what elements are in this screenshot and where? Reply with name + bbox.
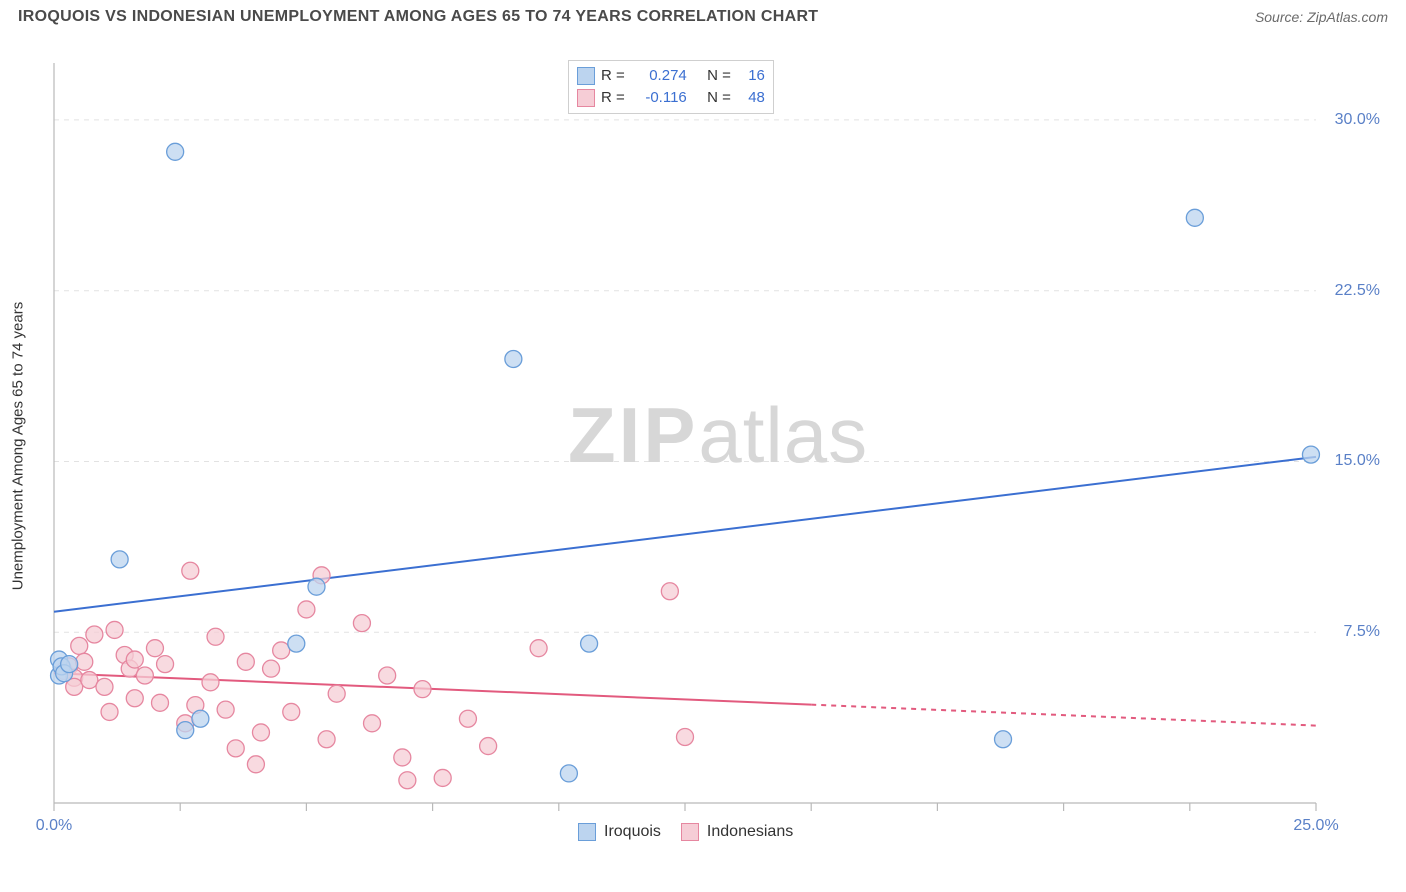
data-point-indonesians — [182, 562, 199, 579]
chart-title: IROQUOIS VS INDONESIAN UNEMPLOYMENT AMON… — [18, 8, 818, 26]
data-point-indonesians — [364, 715, 381, 732]
y-tick-label: 22.5% — [1335, 282, 1380, 300]
data-point-indonesians — [530, 640, 547, 657]
data-point-indonesians — [126, 651, 143, 668]
legend-swatch — [578, 823, 596, 841]
legend-stat-row: R = 0.274 N = 16 — [577, 65, 765, 87]
data-point-indonesians — [71, 637, 88, 654]
data-point-iroquois — [995, 731, 1012, 748]
data-point-iroquois — [192, 710, 209, 727]
data-point-indonesians — [353, 615, 370, 632]
chart-source: Source: ZipAtlas.com — [1255, 9, 1388, 25]
legend-n-label: N = — [707, 65, 731, 87]
legend-series-item: Iroquois — [578, 823, 661, 841]
data-point-indonesians — [379, 667, 396, 684]
data-point-indonesians — [136, 667, 153, 684]
data-point-indonesians — [227, 740, 244, 757]
data-point-indonesians — [106, 621, 123, 638]
legend-swatch — [577, 89, 595, 107]
data-point-indonesians — [101, 703, 118, 720]
data-point-indonesians — [146, 640, 163, 657]
data-point-indonesians — [247, 756, 264, 773]
data-point-indonesians — [298, 601, 315, 618]
legend-series-label: Iroquois — [604, 823, 661, 841]
legend-swatch — [577, 67, 595, 85]
data-point-indonesians — [273, 642, 290, 659]
y-axis-label: Unemployment Among Ages 65 to 74 years — [10, 246, 27, 646]
legend-n-value: 48 — [737, 87, 765, 109]
y-tick-label: 30.0% — [1335, 111, 1380, 129]
trendline-iroquois — [54, 457, 1316, 612]
data-point-indonesians — [414, 681, 431, 698]
data-point-indonesians — [96, 678, 113, 695]
legend-stat-row: R = -0.116 N = 48 — [577, 87, 765, 109]
legend-statistics: R = 0.274 N = 16R = -0.116 N = 48 — [568, 60, 774, 114]
data-point-iroquois — [61, 656, 78, 673]
y-tick-label: 15.0% — [1335, 452, 1380, 470]
legend-n-value: 16 — [737, 65, 765, 87]
data-point-indonesians — [677, 728, 694, 745]
data-point-indonesians — [207, 628, 224, 645]
data-point-indonesians — [76, 653, 93, 670]
trendline-indonesians-dashed — [811, 705, 1316, 726]
data-point-iroquois — [177, 722, 194, 739]
data-point-indonesians — [399, 772, 416, 789]
data-point-indonesians — [394, 749, 411, 766]
legend-swatch — [681, 823, 699, 841]
data-point-indonesians — [434, 769, 451, 786]
data-point-iroquois — [288, 635, 305, 652]
legend-series-item: Indonesians — [681, 823, 793, 841]
data-point-indonesians — [263, 660, 280, 677]
chart-svg — [48, 55, 1388, 845]
legend-r-label: R = — [601, 65, 625, 87]
legend-r-value: 0.274 — [631, 65, 687, 87]
data-point-indonesians — [237, 653, 254, 670]
chart-header: IROQUOIS VS INDONESIAN UNEMPLOYMENT AMON… — [0, 0, 1406, 36]
legend-r-value: -0.116 — [631, 87, 687, 109]
plot-area: ZIPatlas R = 0.274 N = 16R = -0.116 N = … — [48, 55, 1388, 845]
legend-series-label: Indonesians — [707, 823, 793, 841]
legend-r-label: R = — [601, 87, 625, 109]
data-point-indonesians — [459, 710, 476, 727]
data-point-iroquois — [308, 578, 325, 595]
data-point-indonesians — [480, 738, 497, 755]
data-point-iroquois — [505, 351, 522, 368]
data-point-indonesians — [217, 701, 234, 718]
data-point-iroquois — [167, 143, 184, 160]
data-point-indonesians — [126, 690, 143, 707]
data-point-indonesians — [202, 674, 219, 691]
data-point-indonesians — [81, 672, 98, 689]
legend-series: Iroquois Indonesians — [578, 823, 793, 841]
data-point-indonesians — [328, 685, 345, 702]
data-point-indonesians — [318, 731, 335, 748]
data-point-iroquois — [111, 551, 128, 568]
legend-n-label: N = — [707, 87, 731, 109]
data-point-indonesians — [283, 703, 300, 720]
data-point-indonesians — [157, 656, 174, 673]
data-point-iroquois — [581, 635, 598, 652]
data-point-indonesians — [152, 694, 169, 711]
data-point-iroquois — [1186, 209, 1203, 226]
data-point-indonesians — [86, 626, 103, 643]
data-point-iroquois — [1302, 446, 1319, 463]
data-point-iroquois — [560, 765, 577, 782]
x-tick-label: 0.0% — [36, 817, 72, 835]
data-point-indonesians — [661, 583, 678, 600]
x-tick-label: 25.0% — [1293, 817, 1338, 835]
data-point-indonesians — [252, 724, 269, 741]
y-tick-label: 7.5% — [1344, 623, 1380, 641]
